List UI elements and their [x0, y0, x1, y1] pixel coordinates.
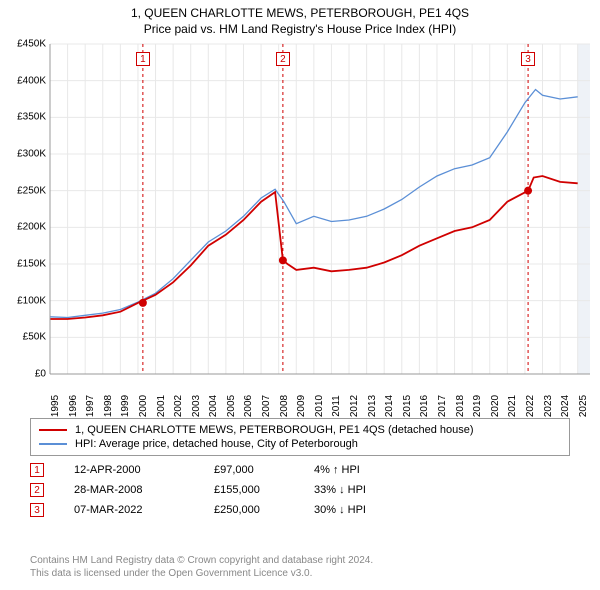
x-tick-label: 2023: [543, 395, 554, 417]
y-tick-label: £100K: [17, 295, 46, 306]
x-tick-label: 1999: [120, 395, 131, 417]
x-tick-label: 2014: [384, 395, 395, 417]
legend-box: 1, QUEEN CHARLOTTE MEWS, PETERBOROUGH, P…: [30, 418, 570, 456]
event-date: 12-APR-2000: [74, 464, 214, 476]
x-tick-label: 2020: [490, 395, 501, 417]
event-pct: 30% ↓ HPI: [314, 504, 434, 516]
x-tick-label: 1995: [50, 395, 61, 417]
y-tick-label: £350K: [17, 112, 46, 123]
x-axis-labels: 1995 1996 1997 1998 1999 2000 2001 2002 2003 2004…: [50, 376, 590, 416]
chart-plot-area: £0£50K£100K£150K£200K£250K£300K£350K£400…: [50, 44, 590, 374]
x-tick-label: 2010: [314, 395, 325, 417]
sale-marker-icon: 3: [521, 52, 535, 66]
x-tick-label: 2009: [296, 395, 307, 417]
x-tick-label: 2007: [261, 395, 272, 417]
x-tick-label: 2000: [138, 395, 149, 417]
x-tick-label: 2018: [455, 395, 466, 417]
event-price: £250,000: [214, 504, 314, 516]
x-tick-label: 2025: [578, 395, 589, 417]
y-tick-label: £250K: [17, 185, 46, 196]
event-row: 1 12-APR-2000 £97,000 4% ↑ HPI: [30, 460, 570, 480]
event-marker-icon: 3: [30, 503, 44, 517]
footer-line-2: This data is licensed under the Open Gov…: [30, 567, 373, 580]
x-tick-label: 2006: [243, 395, 254, 417]
event-date: 07-MAR-2022: [74, 504, 214, 516]
x-tick-label: 2016: [419, 395, 430, 417]
legend-swatch-price-paid: [39, 429, 67, 431]
events-table: 1 12-APR-2000 £97,000 4% ↑ HPI 2 28-MAR-…: [30, 460, 570, 520]
legend-swatch-hpi: [39, 443, 67, 445]
x-tick-label: 2019: [472, 395, 483, 417]
x-tick-label: 1997: [85, 395, 96, 417]
event-row: 3 07-MAR-2022 £250,000 30% ↓ HPI: [30, 500, 570, 520]
x-tick-label: 2012: [349, 395, 360, 417]
event-date: 28-MAR-2008: [74, 484, 214, 496]
event-row: 2 28-MAR-2008 £155,000 33% ↓ HPI: [30, 480, 570, 500]
x-tick-label: 2004: [208, 395, 219, 417]
chart-subtitle: Price paid vs. HM Land Registry's House …: [0, 20, 600, 36]
x-tick-label: 2011: [331, 395, 342, 417]
y-tick-label: £50K: [23, 332, 46, 343]
event-pct: 4% ↑ HPI: [314, 464, 434, 476]
event-marker-icon: 2: [30, 483, 44, 497]
y-tick-label: £200K: [17, 222, 46, 233]
x-tick-label: 2008: [279, 395, 290, 417]
event-marker-icon: 1: [30, 463, 44, 477]
chart-title: 1, QUEEN CHARLOTTE MEWS, PETERBOROUGH, P…: [0, 0, 600, 20]
x-tick-label: 2024: [560, 395, 571, 417]
sale-marker-icon: 2: [276, 52, 290, 66]
y-tick-label: £0: [35, 369, 46, 380]
legend-label-hpi: HPI: Average price, detached house, City…: [75, 438, 358, 450]
sale-marker-icon: 1: [136, 52, 150, 66]
event-price: £155,000: [214, 484, 314, 496]
x-tick-label: 2005: [226, 395, 237, 417]
x-tick-label: 1998: [103, 395, 114, 417]
y-tick-label: £150K: [17, 259, 46, 270]
y-tick-label: £300K: [17, 149, 46, 160]
chart-svg: [50, 44, 590, 374]
x-tick-label: 2013: [367, 395, 378, 417]
legend-row-price-paid: 1, QUEEN CHARLOTTE MEWS, PETERBOROUGH, P…: [39, 423, 561, 437]
event-pct: 33% ↓ HPI: [314, 484, 434, 496]
x-tick-label: 2021: [507, 395, 518, 417]
y-tick-label: £400K: [17, 75, 46, 86]
legend-row-hpi: HPI: Average price, detached house, City…: [39, 437, 561, 451]
chart-container: { "title": "1, QUEEN CHARLOTTE MEWS, PET…: [0, 0, 600, 590]
x-tick-label: 2017: [437, 395, 448, 417]
x-tick-label: 2022: [525, 395, 536, 417]
event-price: £97,000: [214, 464, 314, 476]
y-tick-label: £450K: [17, 39, 46, 50]
footer-attribution: Contains HM Land Registry data © Crown c…: [30, 554, 373, 580]
x-tick-label: 2015: [402, 395, 413, 417]
x-tick-label: 2002: [173, 395, 184, 417]
x-tick-label: 2001: [156, 395, 167, 417]
x-tick-label: 1996: [68, 395, 79, 417]
legend-label-price-paid: 1, QUEEN CHARLOTTE MEWS, PETERBOROUGH, P…: [75, 424, 474, 436]
footer-line-1: Contains HM Land Registry data © Crown c…: [30, 554, 373, 567]
x-tick-label: 2003: [191, 395, 202, 417]
